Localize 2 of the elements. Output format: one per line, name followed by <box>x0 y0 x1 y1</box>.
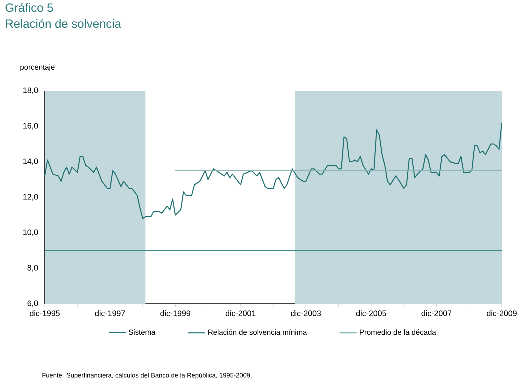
chart-title: Gráfico 5 <box>6 3 54 12</box>
chart-subtitle: Relación de solvencia <box>6 19 122 28</box>
